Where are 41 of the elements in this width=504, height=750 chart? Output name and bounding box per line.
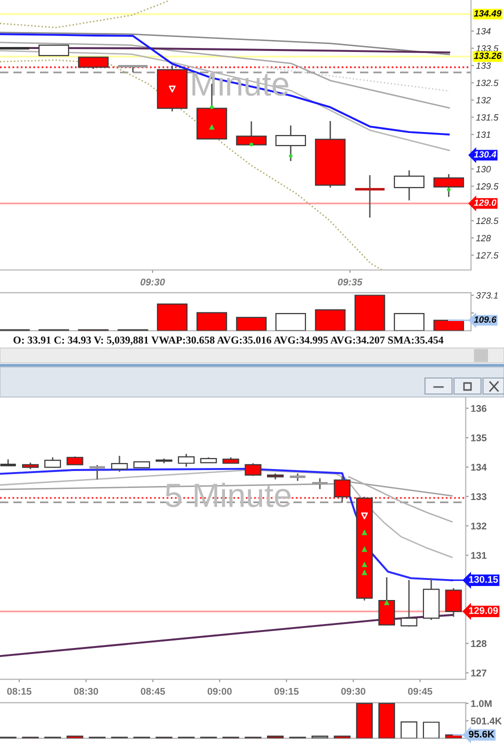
y-tick-label: 133 (471, 493, 486, 500)
ref-line-label: 129.09 (469, 607, 498, 614)
x-tick-label: 09:35 (338, 278, 362, 286)
y-tick-label: 1.0M (471, 700, 492, 708)
x-tick-label: 09:00 (208, 688, 232, 695)
y-tick-label: 127.5 (476, 252, 498, 259)
y-tick-label: 132.5 (476, 80, 498, 86)
x-tick-label: 09:30 (140, 278, 165, 286)
ref-line-label: 133.26 (474, 52, 502, 59)
y-tick-label: 128 (471, 640, 486, 648)
text: O: 33.91 C: 34.93 V: 5,039,881 VWAP:30.658 AVG:35.016 AVG:34.995 AVG:34.207 SMA:35.454 (14, 336, 444, 346)
text: 130.4 (474, 151, 496, 158)
x-tick-label: 08:30 (74, 688, 98, 695)
y-tick-label: 501.4K (470, 718, 502, 724)
y-tick-label: 136 (471, 405, 486, 412)
x-tick-label: 08:45 (140, 688, 166, 695)
y-tick-label: 129.5 (476, 183, 498, 190)
x-tick-label: 09:15 (274, 688, 299, 695)
y-tick-label: 134 (471, 464, 487, 471)
y-tick-label: 128 (476, 234, 491, 242)
annotation: 109.6 (474, 316, 496, 323)
y-tick-label: 373.1 (476, 292, 498, 299)
y-tick-label: 128.5 (476, 218, 498, 224)
y-tick-label: 131 (471, 552, 487, 559)
x-tick-label: 09:30 (341, 688, 366, 695)
y-tick-label: 132 (471, 522, 486, 530)
y-tick-label: 131.5 (476, 114, 498, 121)
y-tick-label: 127 (471, 670, 486, 676)
ref-line-label: 129.0 (474, 199, 496, 206)
annotation: 95.6K (468, 730, 494, 738)
y-tick-label: 131 (476, 131, 490, 138)
y-tick-label: 133 (476, 62, 491, 69)
y-tick-label: 134 (476, 28, 491, 34)
y-tick-label: 130 (476, 166, 491, 172)
annotation: 130.15 (469, 576, 498, 583)
ref-line-label: 134.49 (474, 10, 502, 17)
x-tick-label: 08:15 (7, 688, 32, 695)
y-tick-label: 135 (471, 434, 487, 442)
y-tick-label: 133.5 (476, 45, 498, 52)
x-tick-label: 09:45 (408, 688, 432, 695)
y-tick-label: 132 (476, 96, 491, 104)
